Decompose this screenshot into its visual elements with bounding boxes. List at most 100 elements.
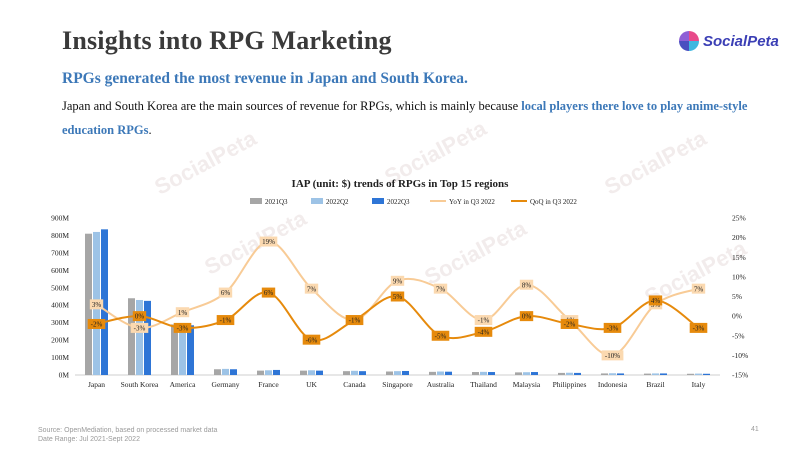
data-label-bg-qoq: [261, 287, 276, 298]
data-label-qoq: -1%: [220, 317, 232, 325]
bar-2022q2: [222, 368, 229, 375]
bar-2022q3: [574, 372, 581, 375]
x-tick-label: America: [170, 380, 196, 389]
data-label-bg-qoq: [345, 315, 364, 326]
logo-icon: [679, 31, 699, 51]
legend-swatch: [250, 198, 262, 204]
footer-source: Source: OpenMediation, based on processe…: [38, 427, 218, 434]
bar-2021q3: [128, 298, 135, 375]
y-right-tick-label: -15%: [732, 371, 748, 380]
bar-2022q2: [695, 373, 702, 375]
body-paragraph: Japan and South Korea are the main sourc…: [62, 94, 752, 142]
legend-swatch: [372, 198, 384, 204]
legend-label: QoQ in Q3 2022: [530, 198, 577, 206]
x-tick-label: Brazil: [646, 380, 664, 389]
footer-date-range: Date Range: Jul 2021-Sept 2022: [38, 436, 140, 443]
data-label-yoy: 8%: [522, 281, 532, 289]
data-label-bg-qoq: [173, 322, 192, 333]
y-right-tick-label: -5%: [732, 331, 745, 340]
x-tick-label: Italy: [692, 380, 706, 389]
y-left-tick-label: 200M: [51, 336, 69, 345]
legend-label: 2022Q3: [387, 198, 410, 206]
data-label-bg-yoy: [474, 315, 493, 326]
data-label-bg-yoy: [259, 236, 278, 247]
data-label-bg-qoq: [560, 318, 579, 329]
y-left-tick-label: 100M: [51, 353, 69, 362]
bar-2022q2: [566, 372, 573, 375]
bar-2022q2: [265, 370, 272, 375]
bar-2022q2: [523, 372, 530, 375]
bar-2021q3: [472, 372, 479, 375]
bar-2021q3: [300, 370, 307, 375]
body-text-highlight: local players there love to play anime-s…: [62, 99, 748, 137]
data-label-bg-qoq: [648, 295, 663, 306]
x-tick-label: Germany: [212, 380, 240, 389]
y-left-tick-label: 300M: [51, 318, 69, 327]
data-label-yoy: 1%: [178, 309, 188, 317]
data-label-bg-yoy: [433, 283, 448, 294]
data-label-bg-yoy: [390, 275, 405, 286]
legend-label: 2022Q2: [326, 198, 349, 206]
bar-2022q2: [652, 373, 659, 375]
bar-2022q3: [144, 300, 151, 375]
bar-2022q2: [136, 299, 143, 375]
data-label-bg-qoq: [302, 334, 321, 345]
legend-label: YoY in Q3 2022: [449, 198, 495, 206]
bar-2022q3: [445, 371, 452, 375]
bar-2021q3: [644, 373, 651, 375]
bar-2021q3: [687, 373, 694, 375]
y-right-tick-label: 5%: [732, 292, 742, 301]
x-tick-label: Singapore: [382, 380, 413, 389]
bar-2022q3: [316, 370, 323, 375]
page-title: Insights into RPG Marketing: [62, 26, 392, 55]
data-label-bg-yoy: [89, 299, 104, 310]
data-label-bg-qoq: [87, 318, 106, 329]
y-left-tick-label: 500M: [51, 283, 69, 292]
bar-2021q3: [214, 369, 221, 375]
data-label-bg-qoq: [603, 322, 622, 333]
y-right-tick-label: 0%: [732, 312, 742, 321]
data-label-bg-qoq: [519, 311, 534, 322]
data-label-qoq: -2%: [564, 321, 576, 329]
data-label-qoq: -6%: [306, 336, 318, 344]
data-label-qoq: -5%: [435, 332, 447, 340]
bar-2021q3: [257, 370, 264, 375]
y-left-tick-label: 0M: [59, 371, 70, 380]
data-label-qoq: 0%: [135, 313, 145, 321]
brand-logo: SocialPeta: [678, 30, 779, 52]
body-text-plain: Japan and South Korea are the main sourc…: [62, 99, 522, 113]
bar-2022q3: [531, 372, 538, 375]
y-right-tick-label: 25%: [732, 214, 746, 223]
bar-2021q3: [171, 324, 178, 375]
y-right-tick-label: -10%: [732, 351, 748, 360]
bar-2022q2: [394, 371, 401, 375]
body-text-end: .: [148, 123, 152, 137]
y-left-tick-label: 700M: [51, 248, 69, 257]
x-tick-label: Malaysia: [513, 380, 541, 389]
data-label-qoq: 4%: [651, 297, 661, 305]
data-label-yoy: 19%: [262, 238, 275, 246]
bar-2022q3: [187, 325, 194, 375]
data-label-qoq: -4%: [478, 328, 490, 336]
data-label-yoy: 9%: [393, 277, 403, 285]
page-number: 41: [751, 426, 759, 433]
y-left-tick-label: 400M: [51, 301, 69, 310]
bar-2022q2: [351, 370, 358, 375]
data-label-qoq: 0%: [522, 313, 532, 321]
bar-2022q2: [480, 371, 487, 375]
chart-title: IAP (unit: $) trends of RPGs in Top 15 r…: [292, 178, 510, 190]
legend-label: 2021Q3: [265, 198, 288, 206]
data-label-qoq: -3%: [693, 325, 705, 333]
bar-2022q3: [488, 372, 495, 375]
data-label-yoy: -3%: [134, 325, 146, 333]
data-label-yoy: 7%: [307, 285, 317, 293]
data-label-bg-qoq: [216, 315, 235, 326]
bar-2021q3: [429, 371, 436, 375]
bar-2021q3: [515, 372, 522, 375]
data-label-qoq: -1%: [349, 317, 361, 325]
data-label-yoy: 3%: [92, 301, 102, 309]
data-label-qoq: -3%: [607, 325, 619, 333]
bar-2021q3: [85, 233, 92, 375]
bar-2022q3: [273, 369, 280, 375]
